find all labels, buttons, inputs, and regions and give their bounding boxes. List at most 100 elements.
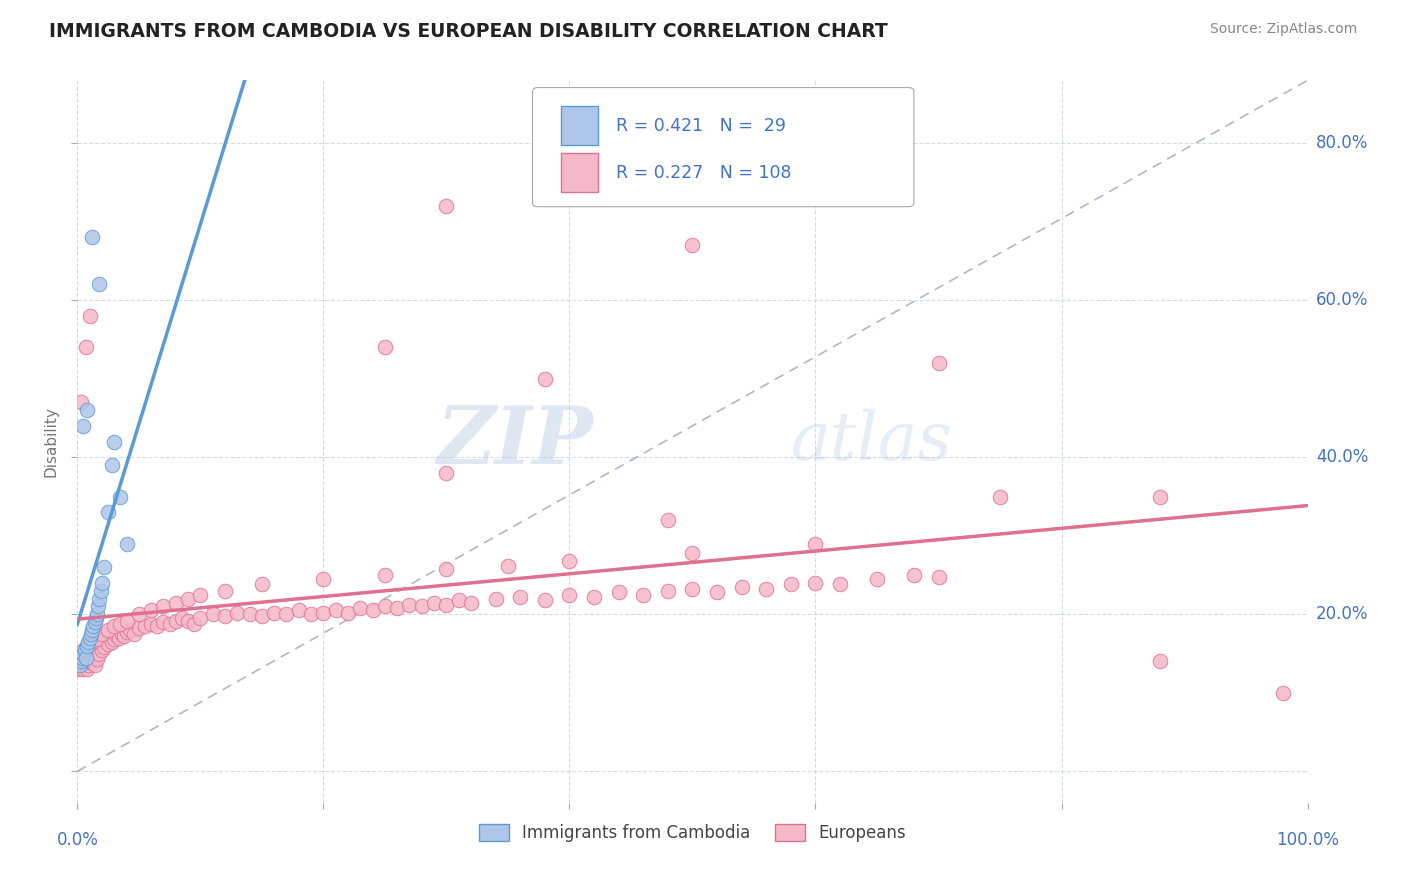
Point [84, 611, 107, 625]
Point [436, 598, 458, 612]
Point [866, 572, 889, 586]
Point [188, 611, 212, 625]
Point [755, 582, 778, 597]
Point [70, 655, 93, 669]
Point [103, 434, 125, 449]
Point [90, 627, 114, 641]
Point [263, 606, 285, 620]
Point [152, 615, 174, 630]
Point [111, 627, 132, 641]
Point [82, 635, 104, 649]
Point [76, 639, 98, 653]
Point [903, 568, 925, 582]
Point [115, 614, 138, 628]
Point [79, 631, 101, 645]
Point [82, 656, 104, 670]
Point [84, 632, 107, 647]
Point [83, 615, 105, 630]
Text: Source: ZipAtlas.com: Source: ZipAtlas.com [1209, 22, 1357, 37]
Point [73, 655, 96, 669]
Point [183, 616, 205, 631]
Point [312, 606, 335, 620]
Point [731, 580, 754, 594]
Point [226, 606, 249, 620]
Point [108, 631, 131, 645]
Point [97, 623, 120, 637]
Point [633, 588, 655, 602]
Text: 60.0%: 60.0% [1316, 291, 1368, 310]
Point [374, 340, 396, 354]
Point [82, 619, 104, 633]
Point [583, 590, 606, 604]
Point [411, 599, 433, 614]
Point [288, 603, 311, 617]
Point [1272, 686, 1295, 700]
Point [1149, 490, 1171, 504]
Text: 0.0%: 0.0% [56, 830, 98, 848]
Point [201, 607, 224, 622]
Point [534, 372, 557, 386]
Point [496, 558, 519, 573]
Point [83, 657, 105, 672]
Point [682, 582, 704, 597]
Point [299, 607, 322, 622]
Point [89, 277, 111, 292]
Point [460, 595, 482, 609]
Bar [561, 153, 598, 193]
Point [82, 653, 104, 667]
Point [485, 591, 508, 606]
Point [112, 629, 135, 643]
Point [70, 650, 93, 665]
Point [103, 632, 125, 647]
FancyBboxPatch shape [533, 87, 914, 207]
Point [374, 568, 396, 582]
Point [80, 627, 103, 641]
Point [188, 588, 212, 602]
Point [165, 595, 187, 609]
Point [607, 585, 630, 599]
Point [239, 607, 262, 622]
Point [115, 536, 138, 550]
Text: ZIP: ZIP [437, 403, 595, 480]
Text: R = 0.227   N = 108: R = 0.227 N = 108 [616, 164, 792, 182]
Point [928, 569, 950, 583]
Point [122, 627, 145, 641]
Point [76, 639, 98, 653]
Point [90, 583, 112, 598]
Point [72, 662, 94, 676]
Point [101, 458, 124, 472]
Point [361, 603, 384, 617]
Point [72, 642, 94, 657]
Point [250, 608, 273, 623]
Point [72, 418, 94, 433]
Point [101, 635, 124, 649]
Text: atlas: atlas [792, 409, 953, 475]
Point [830, 577, 852, 591]
Point [97, 637, 120, 651]
Point [76, 662, 98, 676]
Text: R = 0.421   N =  29: R = 0.421 N = 29 [616, 117, 786, 135]
Text: 100.0%: 100.0% [1277, 830, 1339, 848]
Point [385, 601, 409, 615]
Point [337, 606, 360, 620]
Point [141, 616, 163, 631]
Point [928, 356, 950, 370]
Point [804, 536, 827, 550]
Point [312, 572, 335, 586]
Text: 40.0%: 40.0% [1316, 449, 1368, 467]
Point [177, 614, 200, 628]
Point [165, 614, 187, 628]
Point [780, 577, 803, 591]
Point [159, 616, 181, 631]
Point [558, 554, 581, 568]
Point [69, 658, 91, 673]
Point [103, 619, 125, 633]
Point [84, 648, 107, 662]
Point [170, 611, 193, 625]
Point [657, 513, 679, 527]
Point [93, 560, 115, 574]
Point [80, 650, 103, 665]
Point [534, 593, 557, 607]
Point [682, 546, 704, 560]
Point [657, 583, 679, 598]
